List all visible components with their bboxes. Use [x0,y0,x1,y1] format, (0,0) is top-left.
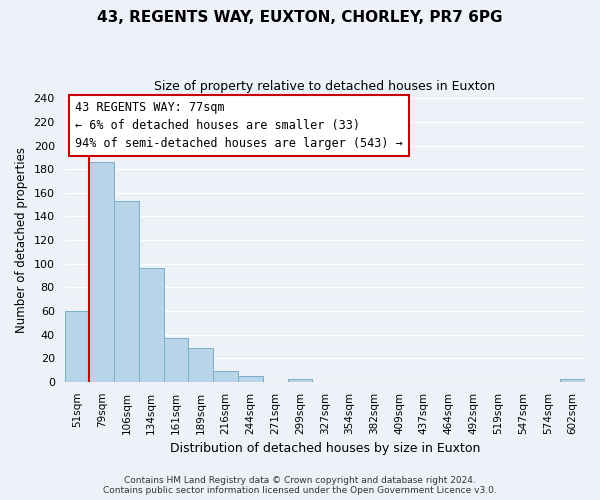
X-axis label: Distribution of detached houses by size in Euxton: Distribution of detached houses by size … [170,442,480,455]
Y-axis label: Number of detached properties: Number of detached properties [15,147,28,333]
Bar [139,268,164,382]
Title: Size of property relative to detached houses in Euxton: Size of property relative to detached ho… [154,80,496,93]
Bar [164,338,188,382]
Bar [287,380,313,382]
Bar [213,371,238,382]
Text: Contains HM Land Registry data © Crown copyright and database right 2024.
Contai: Contains HM Land Registry data © Crown c… [103,476,497,495]
Text: 43, REGENTS WAY, EUXTON, CHORLEY, PR7 6PG: 43, REGENTS WAY, EUXTON, CHORLEY, PR7 6P… [97,10,503,25]
Bar [89,162,114,382]
Bar [65,311,89,382]
Bar [188,348,213,382]
Bar [238,376,263,382]
Text: 43 REGENTS WAY: 77sqm
← 6% of detached houses are smaller (33)
94% of semi-detac: 43 REGENTS WAY: 77sqm ← 6% of detached h… [75,101,403,150]
Bar [114,201,139,382]
Bar [560,380,585,382]
